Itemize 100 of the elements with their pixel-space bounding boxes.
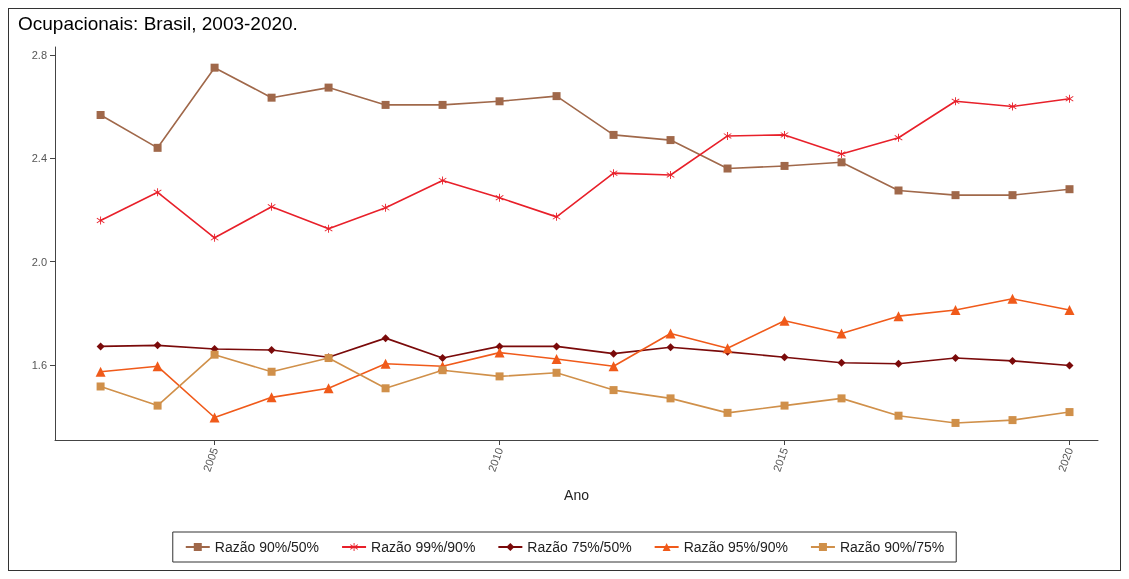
point [438, 100, 447, 109]
point [723, 131, 732, 140]
point [893, 311, 904, 322]
point [837, 158, 846, 167]
point [1065, 408, 1074, 417]
point [153, 341, 162, 350]
point [209, 412, 220, 423]
point [780, 130, 789, 139]
point [836, 328, 847, 339]
point [723, 408, 732, 417]
point [837, 358, 846, 367]
point [551, 354, 562, 365]
point [96, 382, 105, 391]
legend-label: Razão 75%/50% [527, 539, 632, 555]
point [1008, 102, 1017, 111]
y-tick-label: 2.4 [31, 152, 47, 165]
point [666, 343, 675, 352]
point [1064, 304, 1075, 315]
point [495, 372, 504, 381]
point [210, 63, 219, 72]
point [324, 224, 333, 233]
point [381, 384, 390, 393]
point [96, 342, 105, 351]
point [1008, 356, 1017, 365]
point [267, 93, 276, 102]
point [266, 392, 277, 403]
point [494, 347, 505, 358]
point [267, 367, 276, 376]
point [779, 315, 790, 326]
point [552, 342, 561, 351]
point [1065, 94, 1074, 103]
point [1065, 185, 1074, 194]
y-tick-label: 2.8 [31, 48, 47, 61]
point [951, 354, 960, 363]
point [666, 170, 675, 179]
point [210, 233, 219, 242]
y-tick-label: 1.6 [31, 359, 47, 372]
point [894, 186, 903, 195]
x-tick-label: 2020 [1055, 445, 1076, 474]
point [894, 411, 903, 420]
point [152, 361, 163, 372]
point [780, 401, 789, 410]
point [723, 164, 732, 173]
point [153, 188, 162, 197]
point [96, 111, 105, 119]
point [609, 169, 618, 178]
point [552, 368, 561, 377]
x-tick-label: 2005 [200, 445, 221, 474]
point [438, 354, 447, 363]
point [666, 394, 675, 403]
point [609, 386, 618, 395]
point [323, 383, 334, 394]
point [609, 130, 618, 139]
point [894, 133, 903, 142]
point [665, 328, 676, 339]
point [324, 83, 333, 92]
point [780, 161, 789, 170]
point [951, 97, 960, 106]
point [153, 401, 162, 410]
point [552, 212, 561, 221]
x-axis-title: Ano [564, 487, 590, 503]
point [210, 350, 219, 359]
point [1007, 293, 1018, 304]
point [495, 193, 504, 202]
point [609, 349, 618, 358]
legend-label: Razão 99%/90% [371, 539, 476, 555]
legend-label: Razão 95%/90% [683, 539, 788, 555]
point [722, 343, 733, 354]
point [381, 334, 390, 343]
x-tick-label: 2015 [770, 445, 791, 474]
point [438, 176, 447, 185]
point [1008, 416, 1017, 425]
point [894, 359, 903, 368]
y-tick-label: 2.0 [31, 255, 47, 268]
point [950, 304, 961, 315]
legend-label: Razão 90%/50% [214, 539, 320, 555]
point [95, 366, 106, 377]
point [267, 202, 276, 211]
point [1065, 361, 1074, 370]
point [1008, 191, 1017, 200]
legend-label: Razão 90%/75% [839, 539, 945, 555]
point [381, 100, 390, 109]
point [951, 191, 960, 200]
point [837, 150, 846, 159]
point [495, 342, 504, 351]
point [381, 203, 390, 212]
point [608, 361, 619, 372]
point [666, 136, 675, 145]
x-tick-label: 2010 [485, 445, 506, 474]
chart-title: Ocupacionais: Brasil, 2003-2020. [18, 13, 298, 34]
point [837, 394, 846, 403]
point [96, 216, 105, 225]
point [780, 353, 789, 362]
point [153, 143, 162, 152]
point [267, 346, 276, 355]
point [951, 418, 960, 427]
point [380, 358, 391, 369]
point [552, 92, 561, 101]
point [495, 97, 504, 106]
point [438, 366, 447, 375]
